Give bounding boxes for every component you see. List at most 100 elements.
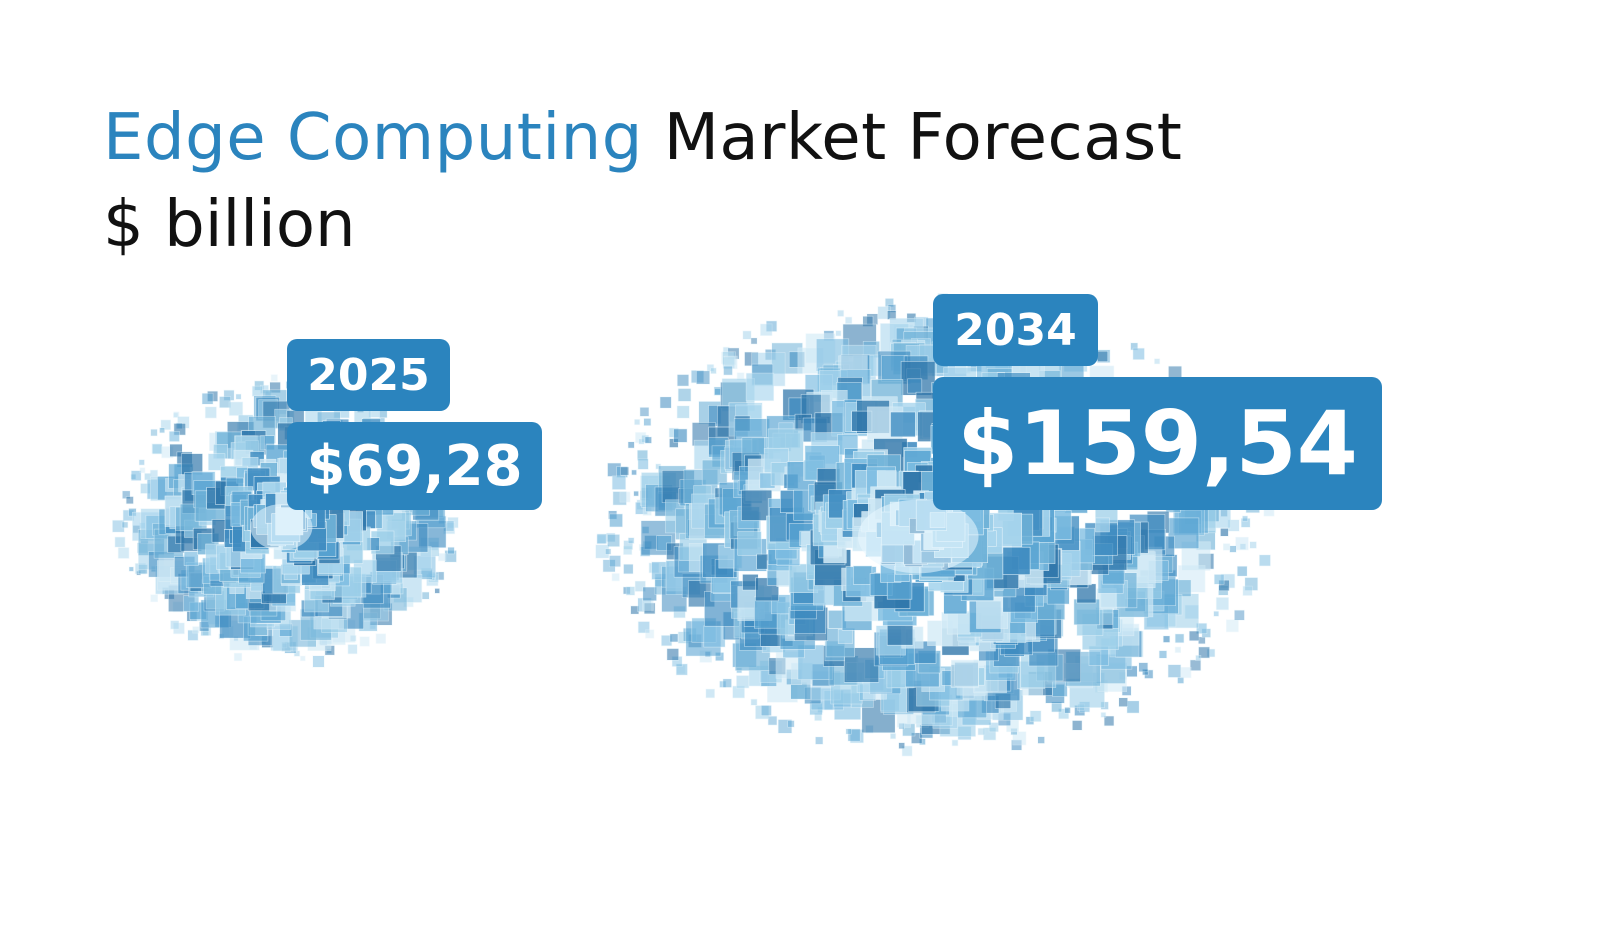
cube — [1198, 636, 1206, 645]
cube — [755, 705, 770, 720]
cube — [645, 629, 655, 639]
cube — [1213, 610, 1220, 617]
cube — [1037, 736, 1045, 744]
cube — [312, 655, 325, 668]
cube — [1220, 527, 1229, 537]
cube — [988, 722, 999, 733]
cube — [1234, 609, 1245, 621]
cube — [625, 586, 636, 596]
cube — [637, 458, 649, 470]
cube — [150, 594, 159, 603]
cube — [627, 441, 635, 449]
cube — [173, 411, 180, 418]
cube — [703, 625, 726, 648]
cube — [737, 531, 762, 556]
cloud-glow — [857, 499, 979, 574]
cube — [611, 573, 620, 582]
cube — [183, 551, 199, 566]
cube — [117, 547, 130, 559]
cube — [1073, 598, 1100, 626]
cube — [130, 470, 142, 481]
cube — [890, 411, 916, 438]
cube — [623, 563, 634, 575]
cube — [1095, 517, 1110, 533]
cube — [722, 678, 732, 688]
cube — [1215, 597, 1229, 611]
cube — [607, 534, 621, 548]
cube — [609, 513, 623, 528]
cube — [1058, 708, 1070, 720]
cube — [1229, 545, 1237, 553]
cube — [675, 663, 688, 676]
cube — [170, 620, 180, 630]
cube — [1244, 577, 1259, 591]
cube — [228, 401, 244, 416]
cube — [815, 736, 824, 745]
cube — [595, 544, 610, 559]
cube — [150, 428, 158, 437]
cube — [1103, 715, 1115, 727]
cube — [627, 537, 635, 544]
cube — [714, 388, 722, 396]
cube — [1196, 622, 1208, 635]
cube — [631, 469, 637, 476]
cube — [837, 628, 853, 644]
cube — [642, 586, 657, 602]
cube — [1188, 630, 1200, 642]
cube — [359, 636, 370, 647]
cube — [1097, 350, 1109, 362]
cube — [159, 427, 165, 434]
cube — [767, 715, 778, 726]
cube — [438, 553, 447, 562]
value-label-2025: $69,28 — [287, 422, 542, 510]
cube — [602, 559, 616, 573]
cube — [745, 372, 775, 402]
cube — [168, 430, 180, 442]
cube — [138, 459, 145, 466]
cube — [620, 466, 630, 476]
cube — [639, 406, 650, 417]
cube — [1132, 347, 1145, 361]
cube — [1162, 635, 1171, 643]
cube — [434, 588, 441, 594]
cube — [1174, 646, 1181, 653]
cube — [300, 655, 306, 662]
cube — [1174, 633, 1185, 644]
cube — [1167, 664, 1182, 678]
cube — [1236, 565, 1248, 577]
cube — [750, 698, 758, 706]
cube — [889, 733, 897, 740]
chart-title: Edge Computing Market Forecast — [103, 95, 1182, 181]
cube — [637, 621, 650, 634]
cube — [1126, 700, 1140, 714]
cloud-glow — [250, 504, 313, 551]
cube — [121, 521, 129, 529]
cube — [852, 565, 873, 585]
cube — [1259, 554, 1271, 567]
cube — [1213, 574, 1225, 585]
cube — [736, 675, 750, 689]
cube — [750, 337, 758, 345]
cube — [125, 496, 134, 505]
chart-unit-label: $ billion — [103, 188, 356, 262]
cube — [898, 742, 905, 749]
year-label-2025: 2025 — [287, 339, 450, 411]
cube — [946, 610, 971, 635]
cube — [192, 626, 200, 634]
cube — [643, 418, 652, 426]
cube — [596, 533, 607, 544]
cube — [1235, 536, 1249, 551]
cube — [1177, 676, 1185, 684]
cube — [233, 652, 243, 662]
cube — [114, 536, 126, 548]
cube — [235, 393, 242, 400]
cube — [1118, 697, 1128, 708]
year-label-2034: 2034 — [933, 294, 1098, 366]
cube — [951, 739, 959, 747]
cube — [201, 392, 214, 405]
cube — [375, 633, 386, 644]
cube — [845, 728, 852, 735]
cube — [128, 566, 134, 572]
cube — [1180, 666, 1192, 679]
cube — [447, 546, 455, 555]
